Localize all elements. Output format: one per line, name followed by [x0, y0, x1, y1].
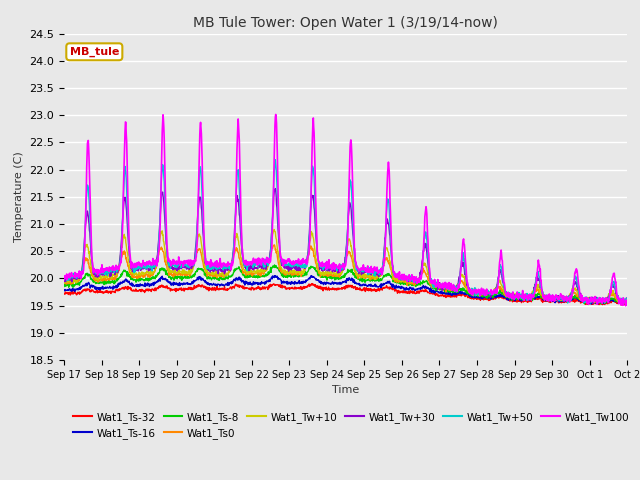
Legend: Wat1_Ts-32, Wat1_Ts-16, Wat1_Ts-8, Wat1_Ts0, Wat1_Tw+10, Wat1_Tw+30, Wat1_Tw+50,: Wat1_Ts-32, Wat1_Ts-16, Wat1_Ts-8, Wat1_… — [69, 408, 633, 443]
Wat1_Tw+30 — [338, 264, 346, 270]
Wat1_Tw+50 — [349, 227, 357, 232]
Y-axis label: Temperature (C): Temperature (C) — [14, 151, 24, 242]
Wat1_Ts0 — [595, 296, 602, 302]
Wat1_Tw+50 — [625, 302, 633, 308]
Wat1_Tw100 — [507, 294, 515, 300]
Line: Wat1_Ts0: Wat1_Ts0 — [64, 245, 640, 305]
Wat1_Tw100 — [154, 259, 162, 265]
Line: Wat1_Tw+30: Wat1_Tw+30 — [64, 189, 640, 305]
Wat1_Ts-32 — [595, 301, 602, 307]
Wat1_Ts-8 — [595, 300, 602, 305]
Title: MB Tule Tower: Open Water 1 (3/19/14-now): MB Tule Tower: Open Water 1 (3/19/14-now… — [193, 16, 498, 30]
X-axis label: Time: Time — [332, 385, 359, 395]
Line: Wat1_Ts-32: Wat1_Ts-32 — [64, 284, 640, 308]
Wat1_Tw+30 — [637, 302, 640, 308]
Wat1_Tw+50 — [338, 264, 346, 270]
Wat1_Tw100 — [349, 205, 357, 211]
Text: MB_tule: MB_tule — [70, 47, 119, 57]
Wat1_Tw+30 — [60, 278, 68, 284]
Wat1_Tw100 — [60, 277, 68, 283]
Wat1_Tw100 — [595, 297, 602, 302]
Wat1_Tw+50 — [154, 255, 162, 261]
Wat1_Tw100 — [338, 264, 346, 270]
Wat1_Ts-16 — [338, 280, 346, 286]
Wat1_Tw+50 — [60, 275, 68, 281]
Wat1_Ts-8 — [60, 284, 68, 289]
Wat1_Ts-8 — [271, 262, 278, 268]
Wat1_Ts-16 — [595, 299, 602, 305]
Wat1_Ts-32 — [154, 286, 162, 292]
Wat1_Tw+50 — [507, 294, 515, 300]
Wat1_Ts0 — [270, 242, 278, 248]
Wat1_Ts0 — [154, 254, 162, 260]
Wat1_Tw+10 — [507, 291, 515, 297]
Wat1_Tw+10 — [154, 251, 162, 256]
Wat1_Tw+10 — [595, 298, 602, 304]
Wat1_Ts0 — [349, 264, 357, 269]
Wat1_Ts-16 — [349, 279, 357, 285]
Wat1_Tw+10 — [338, 270, 346, 276]
Wat1_Ts0 — [60, 280, 68, 286]
Line: Wat1_Ts-16: Wat1_Ts-16 — [64, 276, 640, 306]
Line: Wat1_Tw+10: Wat1_Tw+10 — [64, 229, 640, 304]
Wat1_Ts-16 — [154, 279, 162, 285]
Wat1_Tw+30 — [595, 298, 602, 304]
Wat1_Ts-16 — [271, 273, 278, 278]
Wat1_Ts-16 — [507, 296, 515, 301]
Wat1_Tw+10 — [270, 227, 278, 232]
Wat1_Ts-8 — [338, 274, 346, 279]
Wat1_Ts0 — [338, 269, 346, 275]
Wat1_Tw+30 — [271, 186, 279, 192]
Wat1_Ts-32 — [60, 291, 68, 297]
Wat1_Ts-8 — [349, 272, 357, 277]
Wat1_Tw+50 — [271, 157, 279, 163]
Wat1_Tw+10 — [60, 278, 68, 284]
Wat1_Tw+30 — [154, 246, 162, 252]
Wat1_Ts-8 — [154, 270, 162, 276]
Line: Wat1_Tw+50: Wat1_Tw+50 — [64, 160, 640, 305]
Wat1_Ts0 — [507, 295, 515, 300]
Line: Wat1_Tw100: Wat1_Tw100 — [64, 114, 640, 308]
Line: Wat1_Ts-8: Wat1_Ts-8 — [64, 265, 640, 306]
Wat1_Ts-16 — [60, 287, 68, 293]
Wat1_Ts-32 — [507, 298, 515, 303]
Wat1_Tw+10 — [349, 255, 357, 261]
Wat1_Tw100 — [272, 111, 280, 117]
Wat1_Tw+30 — [507, 291, 515, 297]
Wat1_Ts-32 — [338, 285, 346, 290]
Wat1_Tw+50 — [595, 298, 602, 304]
Wat1_Ts-8 — [507, 295, 515, 301]
Wat1_Ts-32 — [308, 281, 316, 287]
Wat1_Ts-32 — [349, 285, 357, 291]
Wat1_Tw+30 — [349, 234, 357, 240]
Wat1_Tw+10 — [631, 301, 639, 307]
